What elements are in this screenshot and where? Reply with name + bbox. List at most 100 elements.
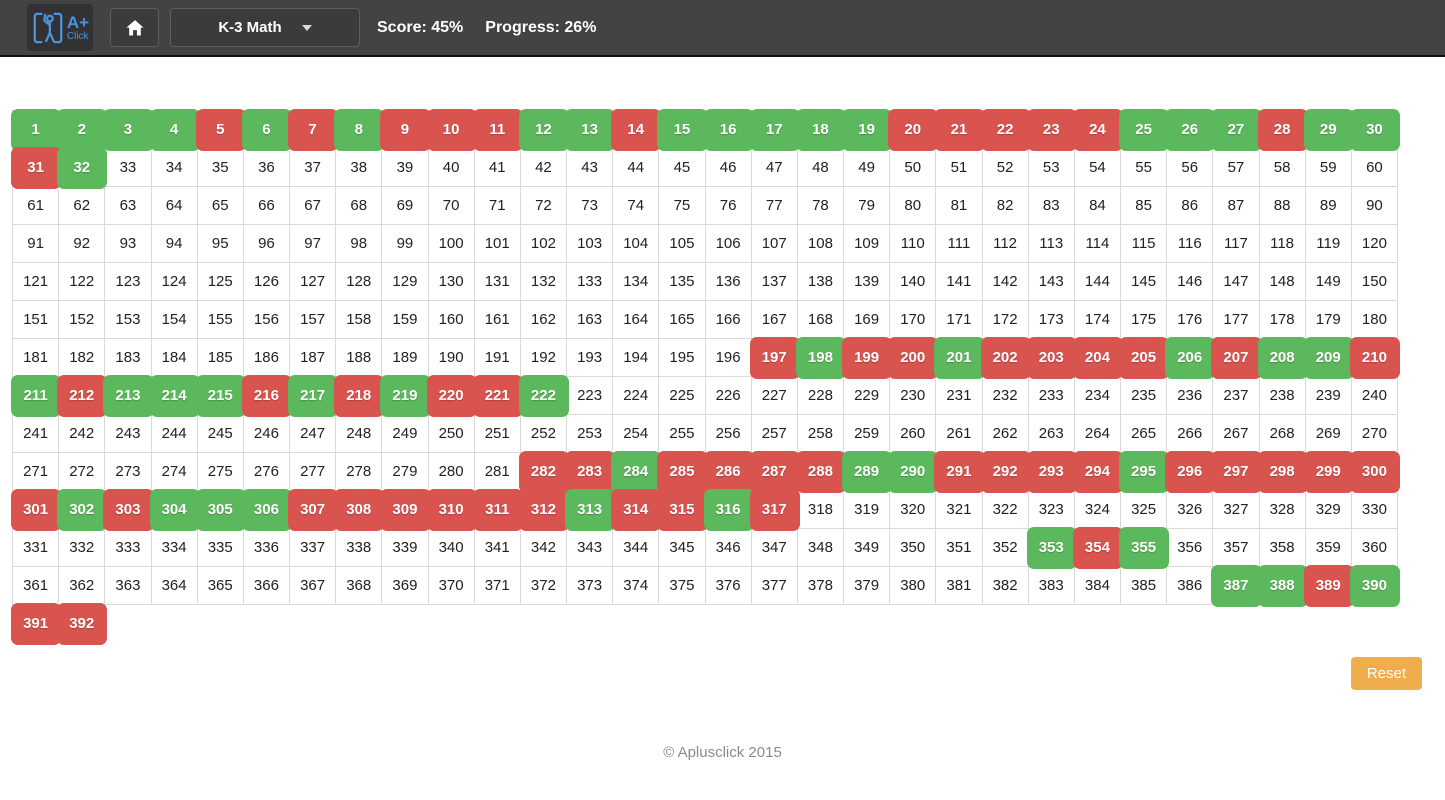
grid-cell-199[interactable]: 199 xyxy=(844,339,891,377)
grid-cell-142[interactable]: 142 xyxy=(982,263,1029,301)
grid-cell-216[interactable]: 216 xyxy=(243,377,290,415)
grid-cell-18[interactable]: 18 xyxy=(797,111,844,149)
grid-cell-347[interactable]: 347 xyxy=(751,529,798,567)
grid-cell-21[interactable]: 21 xyxy=(936,111,983,149)
grid-cell-329[interactable]: 329 xyxy=(1305,491,1352,529)
grid-cell-163[interactable]: 163 xyxy=(567,301,614,339)
grid-cell-189[interactable]: 189 xyxy=(382,339,429,377)
grid-cell-143[interactable]: 143 xyxy=(1028,263,1075,301)
grid-cell-359[interactable]: 359 xyxy=(1305,529,1352,567)
grid-cell-91[interactable]: 91 xyxy=(13,225,60,263)
grid-cell-78[interactable]: 78 xyxy=(797,187,844,225)
grid-cell-74[interactable]: 74 xyxy=(613,187,660,225)
grid-cell-191[interactable]: 191 xyxy=(474,339,521,377)
grid-cell-225[interactable]: 225 xyxy=(659,377,706,415)
grid-cell-371[interactable]: 371 xyxy=(474,567,521,605)
grid-cell-206[interactable]: 206 xyxy=(1167,339,1214,377)
grid-cell-183[interactable]: 183 xyxy=(105,339,152,377)
grid-cell-84[interactable]: 84 xyxy=(1074,187,1121,225)
grid-cell-259[interactable]: 259 xyxy=(844,415,891,453)
grid-cell-334[interactable]: 334 xyxy=(151,529,198,567)
grid-cell-150[interactable]: 150 xyxy=(1351,263,1398,301)
grid-cell-27[interactable]: 27 xyxy=(1213,111,1260,149)
grid-cell-355[interactable]: 355 xyxy=(1121,529,1168,567)
grid-cell-360[interactable]: 360 xyxy=(1351,529,1398,567)
grid-cell-238[interactable]: 238 xyxy=(1259,377,1306,415)
grid-cell-309[interactable]: 309 xyxy=(382,491,429,529)
grid-cell-353[interactable]: 353 xyxy=(1028,529,1075,567)
grid-cell-157[interactable]: 157 xyxy=(290,301,337,339)
grid-cell-244[interactable]: 244 xyxy=(151,415,198,453)
grid-cell-168[interactable]: 168 xyxy=(797,301,844,339)
grid-cell-190[interactable]: 190 xyxy=(428,339,475,377)
grid-cell-136[interactable]: 136 xyxy=(705,263,752,301)
grid-cell-105[interactable]: 105 xyxy=(659,225,706,263)
grid-cell-51[interactable]: 51 xyxy=(936,149,983,187)
grid-cell-130[interactable]: 130 xyxy=(428,263,475,301)
grid-cell-34[interactable]: 34 xyxy=(151,149,198,187)
grid-cell-317[interactable]: 317 xyxy=(751,491,798,529)
grid-cell-146[interactable]: 146 xyxy=(1167,263,1214,301)
grid-cell-279[interactable]: 279 xyxy=(382,453,429,491)
grid-cell-198[interactable]: 198 xyxy=(797,339,844,377)
grid-cell-373[interactable]: 373 xyxy=(567,567,614,605)
grid-cell-229[interactable]: 229 xyxy=(844,377,891,415)
grid-cell-290[interactable]: 290 xyxy=(890,453,937,491)
grid-cell-17[interactable]: 17 xyxy=(751,111,798,149)
grid-cell-367[interactable]: 367 xyxy=(290,567,337,605)
grid-cell-159[interactable]: 159 xyxy=(382,301,429,339)
grid-cell-281[interactable]: 281 xyxy=(474,453,521,491)
grid-cell-313[interactable]: 313 xyxy=(567,491,614,529)
grid-cell-230[interactable]: 230 xyxy=(890,377,937,415)
grid-cell-331[interactable]: 331 xyxy=(13,529,60,567)
grid-cell-389[interactable]: 389 xyxy=(1305,567,1352,605)
grid-cell-41[interactable]: 41 xyxy=(474,149,521,187)
grid-cell-85[interactable]: 85 xyxy=(1121,187,1168,225)
grid-cell-227[interactable]: 227 xyxy=(751,377,798,415)
grid-cell-104[interactable]: 104 xyxy=(613,225,660,263)
grid-cell-123[interactable]: 123 xyxy=(105,263,152,301)
grid-cell-341[interactable]: 341 xyxy=(474,529,521,567)
grid-cell-43[interactable]: 43 xyxy=(567,149,614,187)
grid-cell-324[interactable]: 324 xyxy=(1074,491,1121,529)
grid-cell-96[interactable]: 96 xyxy=(243,225,290,263)
grid-cell-61[interactable]: 61 xyxy=(13,187,60,225)
grid-cell-125[interactable]: 125 xyxy=(197,263,244,301)
grid-cell-265[interactable]: 265 xyxy=(1121,415,1168,453)
grid-cell-300[interactable]: 300 xyxy=(1351,453,1398,491)
grid-cell-298[interactable]: 298 xyxy=(1259,453,1306,491)
grid-cell-160[interactable]: 160 xyxy=(428,301,475,339)
grid-cell-228[interactable]: 228 xyxy=(797,377,844,415)
grid-cell-103[interactable]: 103 xyxy=(567,225,614,263)
grid-cell-330[interactable]: 330 xyxy=(1351,491,1398,529)
grid-cell-296[interactable]: 296 xyxy=(1167,453,1214,491)
grid-cell-386[interactable]: 386 xyxy=(1167,567,1214,605)
grid-cell-376[interactable]: 376 xyxy=(705,567,752,605)
grid-cell-1[interactable]: 1 xyxy=(13,111,60,149)
grid-cell-133[interactable]: 133 xyxy=(567,263,614,301)
grid-cell-33[interactable]: 33 xyxy=(105,149,152,187)
category-dropdown[interactable]: K-3 Math xyxy=(170,8,360,47)
grid-cell-266[interactable]: 266 xyxy=(1167,415,1214,453)
grid-cell-297[interactable]: 297 xyxy=(1213,453,1260,491)
grid-cell-52[interactable]: 52 xyxy=(982,149,1029,187)
grid-cell-305[interactable]: 305 xyxy=(197,491,244,529)
grid-cell-48[interactable]: 48 xyxy=(797,149,844,187)
grid-cell-12[interactable]: 12 xyxy=(520,111,567,149)
grid-cell-165[interactable]: 165 xyxy=(659,301,706,339)
grid-cell-39[interactable]: 39 xyxy=(382,149,429,187)
grid-cell-364[interactable]: 364 xyxy=(151,567,198,605)
grid-cell-187[interactable]: 187 xyxy=(290,339,337,377)
grid-cell-149[interactable]: 149 xyxy=(1305,263,1352,301)
grid-cell-251[interactable]: 251 xyxy=(474,415,521,453)
grid-cell-167[interactable]: 167 xyxy=(751,301,798,339)
grid-cell-5[interactable]: 5 xyxy=(197,111,244,149)
grid-cell-357[interactable]: 357 xyxy=(1213,529,1260,567)
reset-button[interactable]: Reset xyxy=(1350,657,1422,690)
grid-cell-383[interactable]: 383 xyxy=(1028,567,1075,605)
grid-cell-223[interactable]: 223 xyxy=(567,377,614,415)
grid-cell-361[interactable]: 361 xyxy=(13,567,60,605)
grid-cell-263[interactable]: 263 xyxy=(1028,415,1075,453)
grid-cell-184[interactable]: 184 xyxy=(151,339,198,377)
grid-cell-42[interactable]: 42 xyxy=(520,149,567,187)
